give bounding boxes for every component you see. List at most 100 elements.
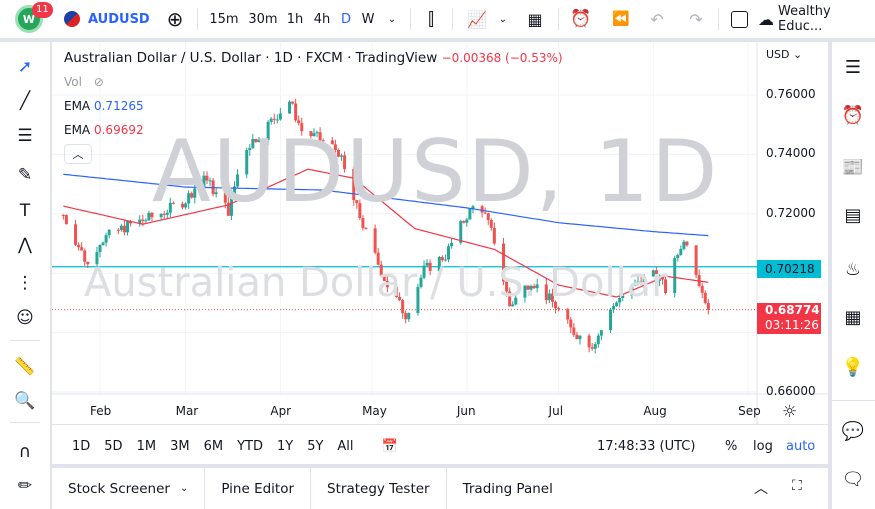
range-3m[interactable]: 3M <box>170 439 190 454</box>
undo-icon[interactable]: ↶ <box>650 9 664 29</box>
top-toolbar: W 11 AUDUSD ⊕ 15m 30m 1h 4h D W ⌄ ⫿ 📈 ⌄ … <box>0 0 875 38</box>
tab-pine-editor[interactable]: Pine Editor <box>205 468 312 509</box>
candle-body <box>459 221 463 243</box>
brush-icon[interactable]: ✎ <box>17 165 33 185</box>
ema-slow-value: 0.71265 <box>93 99 144 113</box>
candle-body <box>214 192 218 195</box>
candle-body <box>309 131 313 137</box>
interval-1h[interactable]: 1h <box>286 11 304 27</box>
ema-label: EMA <box>64 99 91 113</box>
layouts-icon[interactable]: ▦ <box>527 9 543 29</box>
zoom-in-icon[interactable]: 🔍 <box>14 391 36 411</box>
tab-trading-panel[interactable]: Trading Panel <box>462 480 553 497</box>
range-1y[interactable]: 1Y <box>276 439 294 454</box>
tab-strategy-tester[interactable]: Strategy Tester <box>311 468 447 509</box>
ruler-icon[interactable]: 📏 <box>14 357 36 377</box>
auto-toggle[interactable]: auto <box>786 439 816 454</box>
candle-body <box>523 285 527 298</box>
collapse-legend-button[interactable]: ︿ <box>64 144 92 164</box>
interval-15m[interactable]: 15m <box>209 11 239 27</box>
hidden-eye-icon[interactable]: ⊘ <box>93 75 104 89</box>
candle-body <box>651 270 655 277</box>
candles-icon[interactable]: ⫿ <box>428 8 434 30</box>
pencil-lock-icon[interactable]: ✏ <box>17 476 33 496</box>
time-tick-label: Jun <box>456 404 476 418</box>
interval-w[interactable]: W <box>361 11 375 27</box>
candle-body <box>272 118 276 120</box>
prediction-icon[interactable]: ⋮ <box>16 273 34 293</box>
chevron-down-icon[interactable]: ⌄ <box>498 13 508 25</box>
interval-4h[interactable]: 4h <box>313 11 331 27</box>
utc-clock[interactable]: 17:48:33 (UTC) <box>597 439 696 454</box>
news-icon[interactable]: 📰 <box>841 156 865 178</box>
settings-gear-icon[interactable]: ☼ <box>782 402 798 422</box>
goto-date-icon[interactable]: 📅 <box>381 439 398 454</box>
alert-icon[interactable]: ⏰ <box>570 9 592 29</box>
ema-fast-legend[interactable]: EMA 0.69692 <box>64 123 144 137</box>
range-5d[interactable]: 5D <box>104 439 123 454</box>
interval-d[interactable]: D <box>340 11 351 27</box>
range-1d[interactable]: 1D <box>72 439 91 454</box>
chat-icon[interactable]: 💬 <box>841 420 865 442</box>
alarm-clock-icon[interactable]: ⏰ <box>841 104 865 126</box>
fire-icon[interactable]: ♨ <box>844 258 862 280</box>
collapse-panel-icon[interactable]: ︿ <box>754 481 768 497</box>
fullscreen-checkbox[interactable] <box>728 0 750 38</box>
trend-line-icon[interactable]: ╱ <box>19 91 31 111</box>
ema-slow-legend[interactable]: EMA 0.71265 <box>64 99 144 113</box>
messages-icon[interactable]: 🗨 <box>841 468 865 490</box>
candle-body <box>706 302 710 310</box>
fib-icon[interactable]: ☰ <box>17 126 33 146</box>
range-6m[interactable]: 6M <box>203 439 224 454</box>
text-icon[interactable]: T <box>19 201 31 221</box>
logo-button[interactable]: W 11 <box>12 0 53 38</box>
candle-body <box>593 344 597 349</box>
indicators-icon[interactable]: 📈 <box>467 9 487 29</box>
candle-body <box>446 246 450 260</box>
interval-30m[interactable]: 30m <box>248 11 278 27</box>
tab-stock-screener[interactable]: Stock Screener ⌄ <box>52 468 206 509</box>
range-ytd[interactable]: YTD <box>237 439 263 454</box>
price-tick-label: 0.76000 <box>766 87 816 101</box>
range-5y[interactable]: 5Y <box>307 439 324 454</box>
date-range-bar: 1D 5D 1M 3M 6M YTD 1Y 5Y All 📅 <box>72 439 412 454</box>
chevron-down-icon[interactable]: ⌄ <box>179 483 189 494</box>
candle-body <box>505 281 509 292</box>
currency-selector[interactable]: USD ⌄ <box>766 48 803 61</box>
emoji-icon[interactable]: ☺ <box>16 308 34 328</box>
range-1m[interactable]: 1M <box>136 439 157 454</box>
candle-body <box>162 213 166 215</box>
redo-icon[interactable]: ↷ <box>689 9 703 29</box>
volume-legend[interactable]: Vol ⊘ <box>64 75 104 89</box>
magnet-icon[interactable]: ∩ <box>18 442 32 462</box>
calendar-icon[interactable]: ▦ <box>844 306 862 328</box>
candle-body <box>502 243 506 282</box>
log-toggle[interactable]: log <box>753 439 773 454</box>
maximize-panel-icon[interactable]: ⛶ <box>792 478 802 494</box>
hotlists-icon[interactable]: ▤ <box>844 204 862 226</box>
candle-body <box>86 261 90 265</box>
ideas-bulb-icon[interactable]: 💡 <box>841 356 865 378</box>
symbol-search[interactable]: AUDUSD <box>64 0 154 38</box>
pattern-icon[interactable]: ⋀ <box>18 235 32 255</box>
save-layout-button[interactable]: ☁ Wealthy Educ... <box>758 0 875 38</box>
price-chart[interactable] <box>52 42 828 464</box>
candle-body <box>633 284 637 286</box>
candle-body <box>489 220 493 228</box>
candle-body <box>352 168 356 201</box>
candle-body <box>101 242 105 246</box>
compare-add-icon[interactable]: ⊕ <box>166 7 184 31</box>
drawing-toolbar: ➚ ╱ ☰ ✎ T ⋀ ⋮ ☺ 📏 🔍 ∩ ✏ <box>0 42 50 509</box>
chevron-down-icon[interactable]: ⌄ <box>387 13 397 25</box>
candle-body <box>226 202 230 216</box>
time-tick-label: Aug <box>643 404 667 418</box>
candle-body <box>165 212 169 215</box>
cursor-icon[interactable]: ➚ <box>17 57 33 77</box>
candle-body <box>422 265 426 278</box>
price-tick-label: 0.66000 <box>766 384 816 398</box>
candle-body <box>636 281 640 285</box>
replay-icon[interactable]: ⏪ <box>612 11 630 27</box>
range-all[interactable]: All <box>337 439 354 454</box>
watchlist-icon[interactable]: ☰ <box>844 56 862 78</box>
percent-toggle[interactable]: % <box>725 439 738 454</box>
